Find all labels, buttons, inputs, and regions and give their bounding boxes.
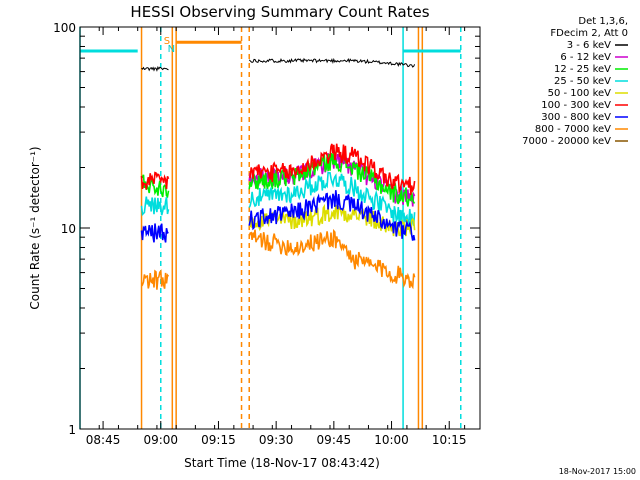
x-tick-label-5: 10:00 <box>374 433 409 447</box>
x-axis-label: Start Time (18-Nov-17 08:43:42) <box>184 456 380 470</box>
series-line-25-50-seg-0 <box>140 196 170 217</box>
legend-label-3: 25 - 50 keV <box>554 76 611 87</box>
series-line-300-800-seg-0 <box>140 223 169 243</box>
series-layer <box>140 57 416 290</box>
annotation-flag-N: N <box>168 44 175 55</box>
legend-label-0: 3 - 6 keV <box>567 40 611 51</box>
annotation-flag-S: S <box>164 36 170 47</box>
y-tick-label-1: 10 <box>61 222 76 236</box>
y-tick-label-2: 100 <box>53 21 76 35</box>
legend-label-8: 7000 - 20000 keV <box>522 136 611 147</box>
x-tick-label-0: 08:45 <box>86 433 121 447</box>
annotations-layer: SN <box>79 27 462 429</box>
ticks-layer: 08:45 09:00 09:15 09:30 09:45 10:00 10:15 1 10 10… <box>53 21 480 447</box>
x-tick-label-4: 09:45 <box>317 433 352 447</box>
series-line-100-300-seg-1 <box>248 143 416 195</box>
y-tick-label-0: 1 <box>68 423 76 437</box>
legend-label-2: 12 - 25 keV <box>554 64 611 75</box>
series-line-800-7000-seg-0 <box>140 269 170 290</box>
series-line-800-7000-seg-1 <box>248 228 416 290</box>
legend-label-1: 6 - 12 keV <box>560 52 611 63</box>
x-tick-label-3: 09:30 <box>259 433 294 447</box>
x-tick-label-2: 09:15 <box>201 433 236 447</box>
x-tick-label-1: 09:00 <box>143 433 178 447</box>
chart-title: HESSI Observing Summary Count Rates <box>130 3 429 21</box>
series-line-12-25-seg-1 <box>248 151 416 207</box>
series-line-100-300-seg-0 <box>140 171 170 190</box>
legend-header-line-2: FDecim 2, Att 0 <box>550 28 628 39</box>
x-tick-label-6: 10:15 <box>432 433 467 447</box>
series-line-3-6-seg-0 <box>141 65 169 72</box>
legend-label-4: 50 - 100 keV <box>548 88 612 99</box>
y-axis-label: Count Rate (s⁻¹ detector⁻¹) <box>28 146 42 309</box>
legend-label-5: 100 - 300 keV <box>541 100 611 111</box>
legend-header-line-1: Det 1,3,6, <box>578 16 628 27</box>
legend-label-7: 800 - 7000 keV <box>535 124 611 135</box>
plot-frame <box>79 26 481 430</box>
series-line-25-50-seg-1 <box>248 171 416 226</box>
legend-label-6: 300 - 800 keV <box>541 112 611 123</box>
footer-timestamp: 18-Nov-2017 15:00 <box>559 467 636 476</box>
series-line-300-800-seg-1 <box>248 190 416 241</box>
series-line-3-6-seg-1 <box>248 57 416 68</box>
